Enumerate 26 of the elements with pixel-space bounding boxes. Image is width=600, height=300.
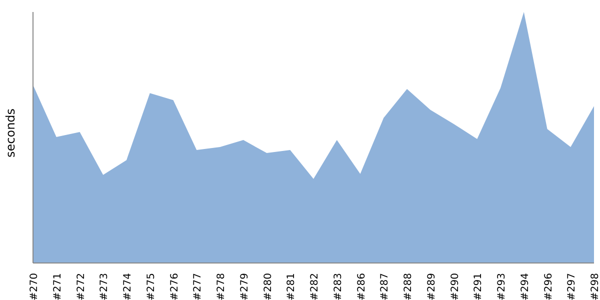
x-tick-label: #287 bbox=[380, 273, 391, 300]
x-tick-label: #286 bbox=[356, 273, 368, 300]
x-tick-label: #288 bbox=[403, 273, 414, 300]
x-tick-label: #277 bbox=[192, 273, 204, 300]
x-tick-label: #276 bbox=[169, 273, 180, 300]
x-tick-label: #290 bbox=[450, 273, 461, 300]
x-tick-label: #298 bbox=[590, 273, 600, 300]
x-tick-label: #289 bbox=[426, 273, 438, 300]
x-tick-label: #279 bbox=[239, 273, 250, 300]
y-axis-title: seconds bbox=[3, 108, 18, 158]
x-tick-label: #271 bbox=[52, 273, 64, 300]
x-tick-label: #293 bbox=[496, 273, 508, 300]
x-tick-label: #294 bbox=[520, 273, 531, 300]
x-tick-label: #296 bbox=[543, 273, 554, 300]
x-tick-label: #275 bbox=[146, 273, 157, 300]
x-tick-label: #270 bbox=[29, 273, 40, 300]
x-tick-label: #281 bbox=[286, 273, 298, 300]
x-tick-label: #273 bbox=[99, 273, 110, 300]
x-tick-label: #280 bbox=[262, 273, 274, 300]
x-tick-label: #282 bbox=[310, 273, 320, 300]
x-tick-label: #297 bbox=[566, 273, 578, 300]
x-tick-label: #272 bbox=[76, 273, 87, 300]
x-tick-label: #274 bbox=[122, 273, 134, 300]
x-tick-label: #291 bbox=[473, 273, 484, 300]
x-tick-label: #283 bbox=[332, 273, 344, 300]
x-tick-label: #278 bbox=[216, 273, 227, 300]
